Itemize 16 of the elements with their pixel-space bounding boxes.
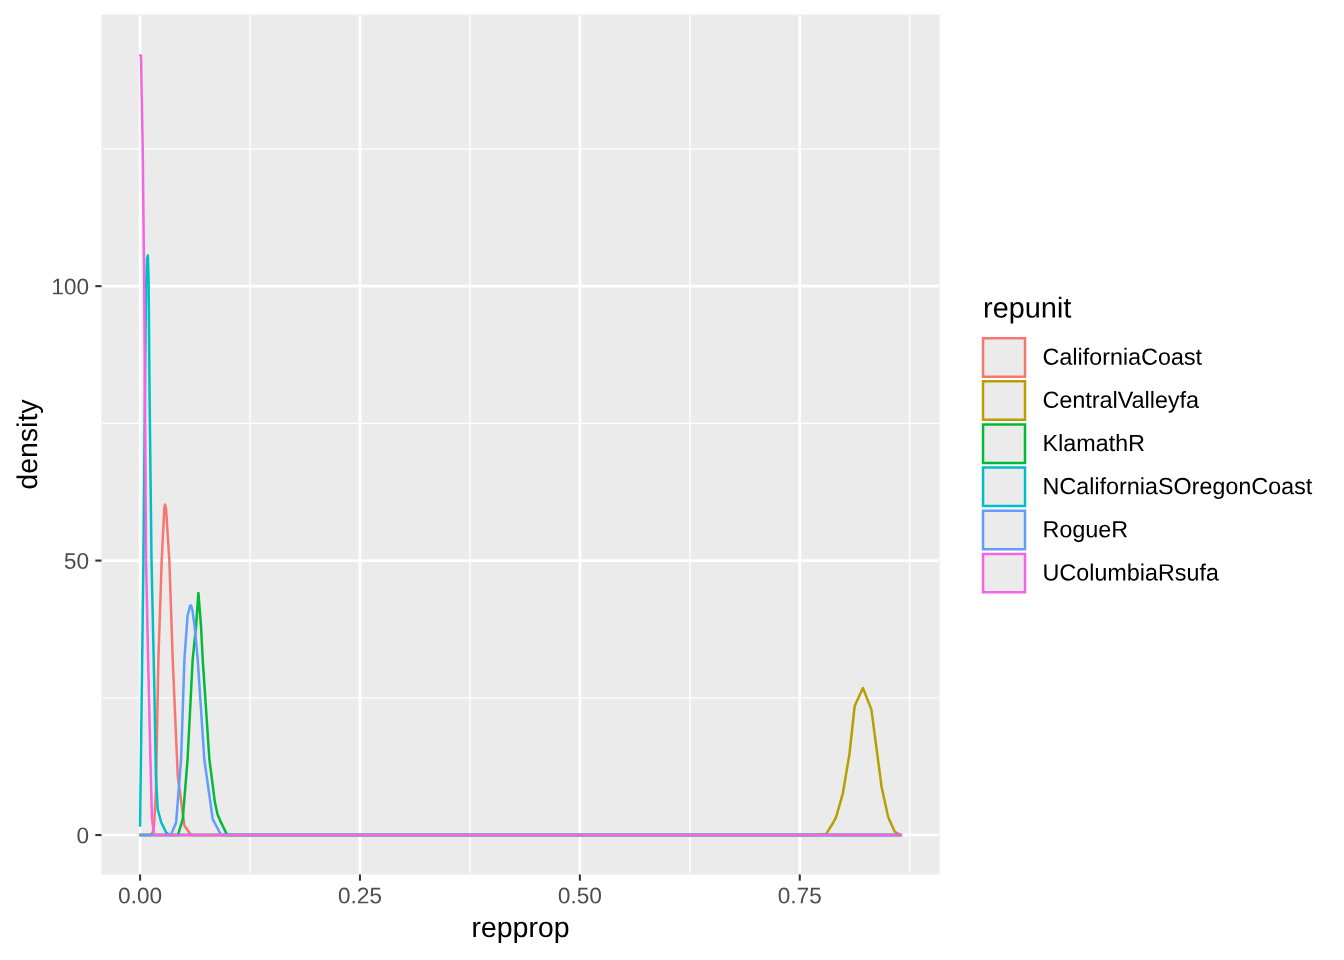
legend-label: CentralValleyfa <box>1043 390 1200 413</box>
y-tick-label: 0 <box>77 827 89 844</box>
y-tick-label: 50 <box>64 552 89 570</box>
x-axis-title: repprop <box>473 921 569 943</box>
x-tick-label: 0.75 <box>778 887 821 904</box>
legend-label: CaliforniaCoast <box>1043 347 1202 365</box>
legend-label: RogueR <box>1044 521 1128 543</box>
y-tick-label: 100 <box>53 278 89 295</box>
x-tick-label: 0.25 <box>338 887 382 904</box>
legend-title: repunit <box>984 296 1072 324</box>
y-axis-title: density <box>16 399 43 489</box>
legend-label: KlamathR <box>1044 434 1144 452</box>
legend-label: UColumbiaRsufa <box>1044 563 1219 581</box>
x-tick-label: 0.00 <box>118 887 162 904</box>
x-tick-label: 0.50 <box>558 887 602 904</box>
legend-label: NCaliforniaSOregonCoast <box>1044 477 1313 499</box>
